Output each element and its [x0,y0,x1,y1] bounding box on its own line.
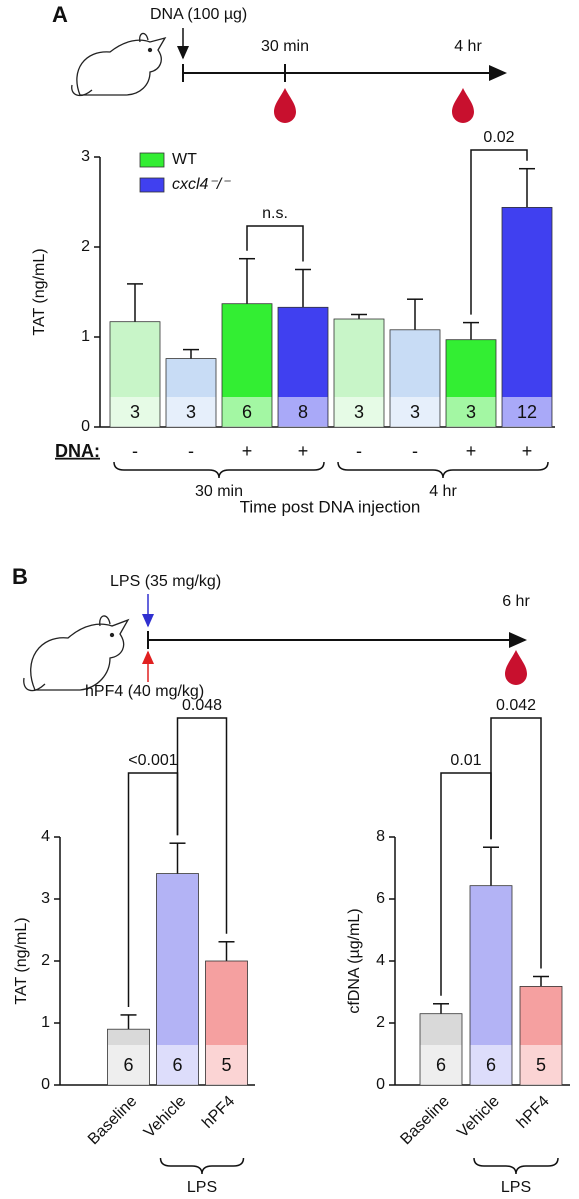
blood-drop [274,88,296,123]
x-row-label: DNA: [55,441,100,461]
count-band [520,1045,562,1085]
panel-label: B [12,564,28,589]
count-label: 6 [436,1055,446,1075]
x-axis-label: Time post DNA injection [240,497,421,516]
hpf4-label: hPF4 (40 mg/kg) [85,683,204,700]
count-label: 6 [242,402,252,422]
y-tick-label: 1 [41,1014,50,1031]
lps-label: LPS (35 mg/kg) [110,573,221,590]
count-label: 3 [466,402,476,422]
y-axis-label: cfDNA (µg/mL) [346,908,363,1013]
count-label: 6 [123,1055,133,1075]
panel-label: A [52,2,68,27]
count-band [222,397,272,427]
group-brace [159,1157,245,1175]
mouse-icon [23,615,130,692]
time-label: 4 hr [454,38,482,55]
count-band [206,1045,247,1085]
group-label: LPS [187,1179,217,1196]
x-tick-label: hPF4 [514,1093,553,1132]
count-band [157,1045,198,1085]
count-label: 3 [354,402,364,422]
count-label: 3 [186,402,196,422]
x-tick-label: - [132,441,138,461]
significance-bracket [490,717,542,969]
y-tick-label: 0 [376,1076,385,1093]
y-tick-label: 3 [41,890,50,907]
x-tick-label: + [242,441,253,461]
group-brace [337,461,549,479]
y-axis-label: TAT (ng/mL) [31,248,48,335]
count-band [166,397,216,427]
count-label: 6 [486,1055,496,1075]
count-label: 3 [410,402,420,422]
count-label: 8 [298,402,308,422]
count-label: 6 [172,1055,182,1075]
x-tick-label: hPF4 [199,1093,238,1132]
y-tick-label: 2 [376,1014,385,1031]
blood-drop [452,88,474,123]
count-band [110,397,160,427]
legend-label: cxcl4⁻/⁻ [172,176,231,193]
x-tick-label: + [522,441,533,461]
group-brace [473,1157,559,1175]
significance-bracket [176,717,228,934]
x-tick-label: + [298,441,309,461]
dose-label: DNA (100 µg) [150,6,247,23]
significance-label: 0.042 [496,697,536,714]
x-tick-label: Vehicle [454,1093,503,1142]
count-label: 5 [536,1055,546,1075]
count-band [278,397,328,427]
time-label: 6 hr [502,593,530,610]
group-label: 4 hr [429,483,457,500]
count-band [420,1045,462,1085]
mouse-icon [71,32,167,97]
y-tick-label: 0 [41,1076,50,1093]
y-tick-label: 6 [376,890,385,907]
blood-drop [505,650,527,685]
x-tick-label: - [412,441,418,461]
y-axis-label: TAT (ng/mL) [13,917,30,1004]
count-band [390,397,440,427]
y-tick-label: 4 [376,952,385,969]
y-tick-label: 4 [41,828,50,845]
x-tick-label: - [356,441,362,461]
significance-label: n.s. [262,205,288,222]
count-band [446,397,496,427]
legend-label: WT [172,151,197,168]
bar [501,206,553,428]
time-label: 30 min [261,38,309,55]
group-brace [113,461,325,479]
y-tick-label: 0 [81,418,90,435]
x-tick-label: Baseline [397,1093,453,1149]
x-tick-label: Vehicle [141,1093,190,1142]
legend-swatch [139,152,165,168]
legend-swatch [139,177,165,193]
count-label: 5 [221,1055,231,1075]
count-label: 3 [130,402,140,422]
count-band [470,1045,512,1085]
y-tick-label: 1 [81,328,90,345]
x-tick-label: - [188,441,194,461]
y-tick-label: 8 [376,828,385,845]
group-label: 30 min [195,483,243,500]
y-tick-label: 2 [41,952,50,969]
x-tick-label: Baseline [85,1093,141,1149]
significance-bracket [246,225,304,262]
significance-label: 0.048 [182,697,222,714]
significance-label: <0.001 [128,752,177,769]
count-band [334,397,384,427]
x-tick-label: + [466,441,477,461]
y-tick-label: 2 [81,238,90,255]
count-band [108,1045,149,1085]
y-tick-label: 3 [81,148,90,165]
significance-label: 0.01 [450,752,481,769]
significance-label: 0.02 [483,129,514,146]
significance-bracket [470,149,528,315]
count-band [502,397,552,427]
group-label: LPS [501,1179,531,1196]
count-label: 12 [517,402,537,422]
